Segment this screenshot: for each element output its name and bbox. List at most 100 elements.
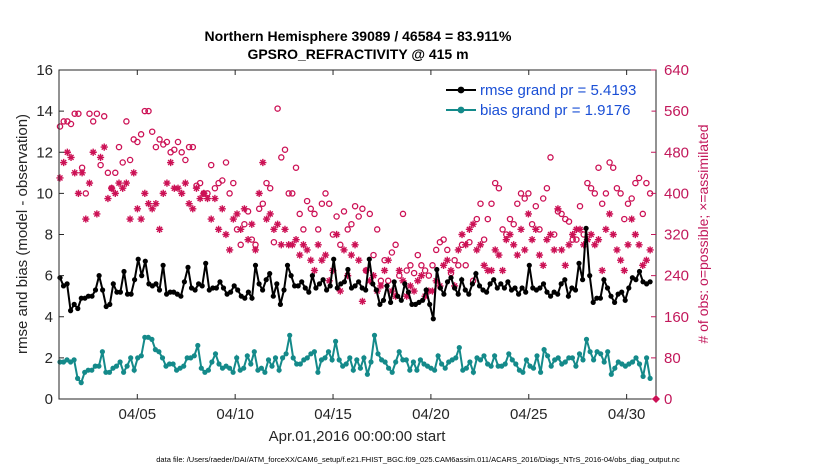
left-tick-label: 14	[36, 103, 53, 120]
bias-point	[265, 357, 272, 363]
bias-point	[435, 353, 441, 359]
obs-assimilated-point	[462, 241, 470, 249]
legend-bias-label: bias grand pr = 1.9176	[480, 102, 631, 119]
obs-assimilated-point	[646, 246, 654, 254]
obs-assimilated-point	[266, 210, 274, 218]
legend-rmse-marker	[457, 86, 465, 94]
obs-assimilated-point	[321, 251, 330, 259]
rmse-point	[437, 285, 443, 291]
obs-possible-point	[451, 256, 458, 264]
x-axis-label: Apr.01,2016 00:00:00 start	[269, 428, 447, 445]
rmse-point	[626, 285, 632, 291]
obs-assimilated-point	[196, 194, 204, 203]
obs-assimilated-point	[517, 225, 525, 233]
obs-possible-point	[196, 179, 204, 187]
rmse-point	[313, 285, 319, 291]
obs-assimilated-point	[550, 246, 558, 254]
rmse-point	[78, 295, 84, 301]
bias-point	[647, 375, 653, 381]
rmse-point	[217, 279, 223, 285]
obs-possible-point	[340, 208, 348, 215]
bias-point	[92, 363, 98, 369]
obs-possible-point	[97, 161, 104, 169]
bias-point	[644, 355, 650, 361]
obs-assimilated-point	[78, 169, 86, 177]
bias-point	[636, 361, 643, 367]
rmse-point	[430, 316, 436, 322]
rmse-point	[334, 285, 340, 291]
rmse-point	[324, 287, 330, 293]
obs-assimilated-point	[207, 215, 215, 223]
bias-point	[463, 365, 469, 371]
obs-assimilated-point	[336, 287, 344, 295]
rmse-point	[199, 283, 205, 289]
obs-possible-point	[532, 202, 540, 210]
rmse-point	[636, 268, 643, 275]
rmse-point	[288, 273, 294, 279]
obs-possible-point	[344, 226, 351, 233]
bias-point	[382, 359, 388, 365]
rmse-point	[89, 293, 95, 299]
bias-point	[566, 355, 572, 361]
rmse-point	[583, 225, 589, 231]
legend: rmse grand pr = 5.4193 bias grand pr = 1…	[440, 75, 652, 123]
rmse-point	[242, 295, 248, 301]
obs-possible-point	[104, 169, 112, 177]
obs-possible-point	[517, 190, 525, 197]
bias-point	[234, 355, 240, 361]
rmse-point	[92, 287, 99, 293]
right-tick-label: 560	[664, 103, 689, 120]
obs-possible-point	[621, 215, 628, 223]
bias-point	[333, 338, 339, 344]
obs-possible-point	[418, 262, 425, 269]
bias-point	[520, 369, 526, 375]
obs-possible-point	[211, 184, 219, 192]
rmse-point	[558, 281, 564, 287]
obs-assimilated-point	[277, 241, 285, 249]
rmse-point	[316, 281, 323, 287]
obs-assimilated-point	[74, 189, 83, 197]
obs-possible-point	[528, 220, 536, 228]
obs-assimilated-point	[133, 205, 142, 213]
obs-possible-point	[230, 179, 237, 187]
obs-possible-point	[370, 251, 377, 259]
obs-assimilated-series	[56, 143, 654, 305]
obs-possible-point	[499, 226, 506, 233]
rmse-point	[459, 277, 465, 283]
obs-assimilated-point	[635, 241, 643, 249]
rmse-point	[263, 277, 269, 283]
bias-point	[410, 359, 416, 365]
obs-possible-point	[359, 205, 366, 213]
obs-possible-point	[403, 267, 410, 274]
obs-assimilated-point	[569, 230, 577, 239]
left-tick-label: 8	[45, 227, 53, 244]
obs-possible-point	[307, 205, 315, 213]
obs-possible-point	[414, 251, 422, 259]
bias-point	[195, 342, 201, 349]
obs-assimilated-point	[170, 184, 178, 192]
rmse-point	[519, 285, 525, 291]
obs-assimilated-point	[480, 261, 488, 269]
obs-assimilated-point	[292, 236, 300, 244]
obs-possible-point	[270, 238, 278, 246]
bias-point	[248, 361, 254, 367]
obs-assimilated-point	[119, 184, 127, 192]
obs-possible-point	[274, 105, 281, 112]
obs-assimilated-point	[510, 241, 518, 249]
obs-possible-point	[325, 200, 333, 207]
obs-assimilated-point	[358, 297, 367, 305]
bias-point	[241, 365, 247, 371]
obs-possible-point	[510, 220, 517, 228]
bias-point	[290, 355, 296, 361]
bias-point	[442, 365, 448, 371]
rmse-point	[622, 297, 628, 303]
obs-assimilated-point	[163, 179, 171, 187]
rmse-point	[256, 281, 262, 287]
bias-point	[297, 361, 303, 367]
obs-possible-point	[314, 226, 322, 233]
bias-point	[269, 363, 275, 369]
obs-possible-point	[392, 241, 399, 249]
obs-assimilated-point	[617, 256, 625, 264]
rmse-point	[462, 287, 468, 293]
obs-assimilated-point	[425, 287, 433, 295]
